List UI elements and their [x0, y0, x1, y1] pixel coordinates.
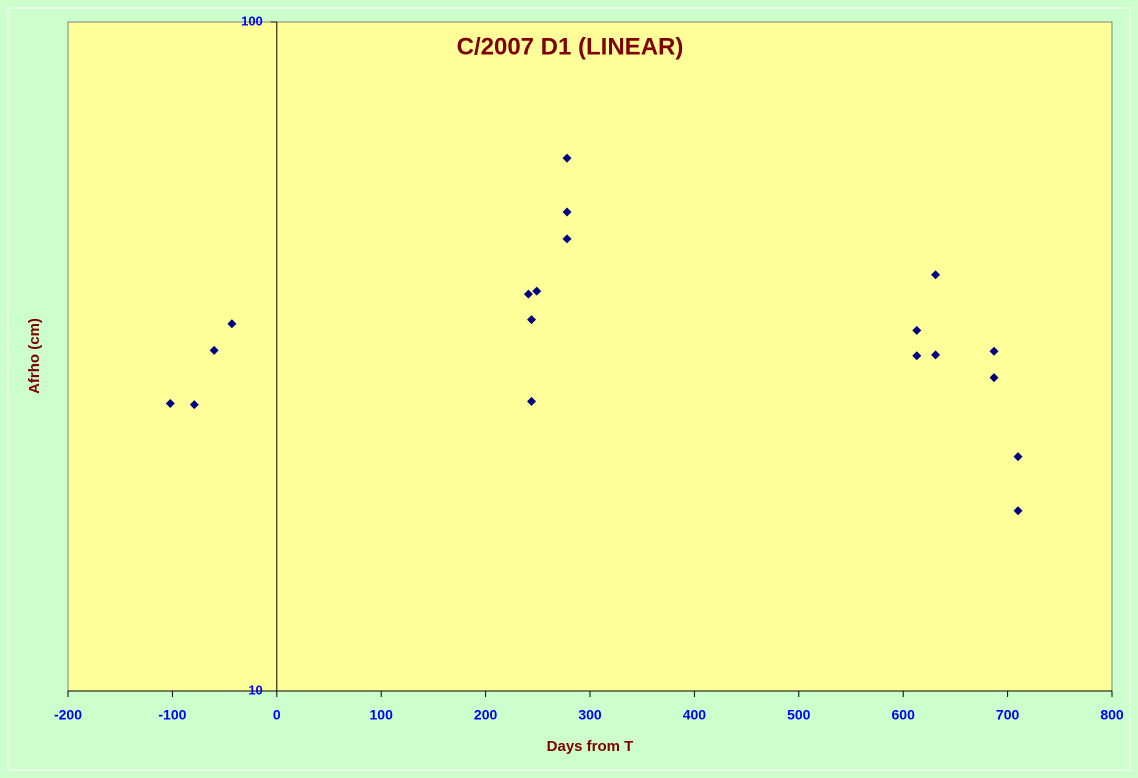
x-tick-label: -100: [158, 707, 186, 723]
data-point: [989, 346, 999, 356]
data-point: [527, 396, 537, 406]
data-point: [989, 373, 999, 383]
chart-title: C/2007 D1 (LINEAR): [457, 33, 684, 60]
data-point: [931, 350, 941, 360]
x-tick-label: 600: [892, 707, 916, 723]
data-point: [1013, 452, 1023, 462]
data-point: [1013, 506, 1023, 516]
data-point: [912, 325, 922, 335]
data-point: [227, 319, 237, 329]
data-point: [931, 270, 941, 280]
data-point: [562, 207, 572, 217]
data-point: [562, 234, 572, 244]
x-tick-label: -200: [54, 707, 82, 723]
x-tick-label: 700: [996, 707, 1020, 723]
data-point: [912, 351, 922, 361]
data-point: [562, 153, 572, 163]
data-point: [165, 398, 175, 408]
x-tick-label: 0: [273, 707, 281, 723]
x-tick-label: 100: [370, 707, 394, 723]
x-tick-label: 300: [578, 707, 602, 723]
x-tick-label: 400: [683, 707, 707, 723]
x-tick-label: 800: [1100, 707, 1124, 723]
data-point: [523, 289, 533, 299]
y-tick-label: 100: [241, 13, 263, 28]
data-point: [189, 400, 199, 410]
data-point: [209, 345, 219, 355]
x-tick-label: 500: [787, 707, 811, 723]
data-point: [527, 315, 537, 325]
plot-area: [67, 21, 1113, 692]
x-axis-label: Days from T: [547, 738, 634, 755]
data-point: [532, 286, 542, 296]
y-tick-label: 10: [248, 682, 262, 697]
y-axis-label: Afrho (cm): [26, 318, 43, 394]
x-tick-label: 200: [474, 707, 498, 723]
